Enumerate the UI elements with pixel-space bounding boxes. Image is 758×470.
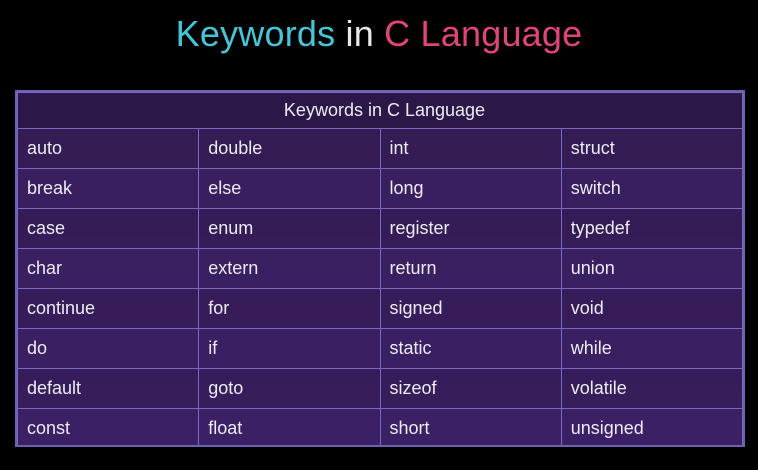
table-cell: enum (198, 208, 381, 249)
table-cell: struct (560, 128, 743, 169)
table-cell: double (198, 128, 381, 169)
table-cell: break (17, 168, 200, 209)
table-cell: static (379, 328, 562, 369)
table-row: break else long switch (17, 168, 743, 209)
table-cell: long (379, 168, 562, 209)
table-cell: unsigned (560, 408, 743, 445)
table-cell: switch (560, 168, 743, 209)
table-cell: sizeof (379, 368, 562, 409)
table-row: default goto sizeof volatile (17, 368, 743, 409)
page-title: Keywords in C Language (0, 13, 758, 55)
table-header: Keywords in C Language (17, 92, 743, 129)
title-c-language: C Language (384, 13, 583, 54)
table-cell: for (198, 288, 381, 329)
table-row: char extern return union (17, 248, 743, 289)
table-row: auto double int struct (17, 128, 743, 169)
table-cell: return (379, 248, 562, 289)
keywords-table-container: Keywords in C Language auto double int s… (15, 90, 745, 447)
table-row: continue for signed void (17, 288, 743, 329)
table-body: auto double int struct break else long s… (17, 128, 743, 445)
table-cell: short (379, 408, 562, 445)
table-row: case enum register typedef (17, 208, 743, 249)
table-cell: continue (17, 288, 200, 329)
table-cell: default (17, 368, 200, 409)
table-cell: typedef (560, 208, 743, 249)
table-cell: int (379, 128, 562, 169)
table-cell: union (560, 248, 743, 289)
table-cell: while (560, 328, 743, 369)
table-cell: volatile (560, 368, 743, 409)
table-cell: case (17, 208, 200, 249)
table-cell: goto (198, 368, 381, 409)
title-keywords: Keywords (175, 13, 336, 54)
table-header-row: Keywords in C Language (17, 92, 743, 129)
table-cell: if (198, 328, 381, 369)
table-cell: do (17, 328, 200, 369)
table-cell: char (17, 248, 200, 289)
table-cell: else (198, 168, 381, 209)
table-cell: register (379, 208, 562, 249)
table-cell: signed (379, 288, 562, 329)
table-cell: float (198, 408, 381, 445)
table-cell: auto (17, 128, 200, 169)
table-cell: void (560, 288, 743, 329)
title-in: in (345, 13, 374, 54)
table-row: const float short unsigned (17, 408, 743, 445)
table-cell: const (17, 408, 200, 445)
table-cell: extern (198, 248, 381, 289)
table-row: do if static while (17, 328, 743, 369)
keywords-table: Keywords in C Language auto double int s… (17, 92, 743, 445)
